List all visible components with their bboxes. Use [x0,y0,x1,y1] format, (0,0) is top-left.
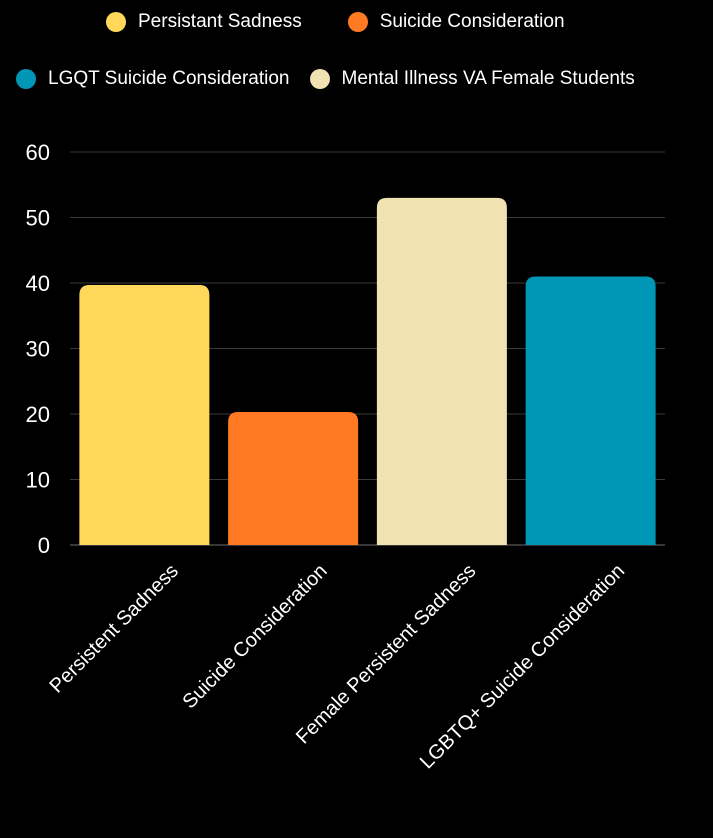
legend-row-bottom: LGQT Suicide Consideration Mental Illnes… [16,68,635,90]
y-axis-ticks: 0 10 20 30 40 50 60 [26,140,50,558]
legend-swatch-mental-illness-va-female-students [309,69,330,89]
bar-lgbtq-suicide-consideration [525,276,656,545]
bar-female-persistent-sadness [376,197,507,545]
legend-label-mental-illness-va-female-students: Mental Illness VA Female Students [341,68,635,89]
bar-persistent-sadness [79,284,210,545]
legend-item-persistant-sadness: Persistant Sadness [106,11,302,33]
legend-item-lgqt-suicide-consideration: LGQT Suicide Consideration [16,68,290,90]
y-tick-label-30: 30 [26,337,50,362]
y-tick-label-20: 20 [26,402,50,427]
legend-swatch-suicide-consideration [347,12,368,32]
y-tick-label-60: 60 [26,140,50,165]
x-tick-label-suicide-consideration: Suicide Consideration [179,560,332,713]
legend-row-top: Persistant Sadness Suicide Consideration [106,11,565,33]
legend-label-lgqt-suicide-consideration: LGQT Suicide Consideration [48,68,290,89]
legend-item-mental-illness-va-female-students: Mental Illness VA Female Students [309,68,635,90]
bar-suicide-consideration [228,412,359,545]
legend-swatch-persistant-sadness [106,12,126,32]
y-tick-label-0: 0 [38,533,50,558]
legend-item-suicide-consideration: Suicide Consideration [347,11,565,33]
legend-label-suicide-consideration: Suicide Consideration [379,11,565,32]
y-tick-label-40: 40 [26,271,50,296]
bars [79,197,656,545]
legend-label-persistant-sadness: Persistant Sadness [138,11,302,32]
y-tick-label-50: 50 [26,206,50,231]
x-tick-label-persistent-sadness: Persistent Sadness [45,560,182,697]
legend-swatch-lgqt-suicide-consideration [16,69,36,89]
y-tick-label-10: 10 [26,468,50,493]
